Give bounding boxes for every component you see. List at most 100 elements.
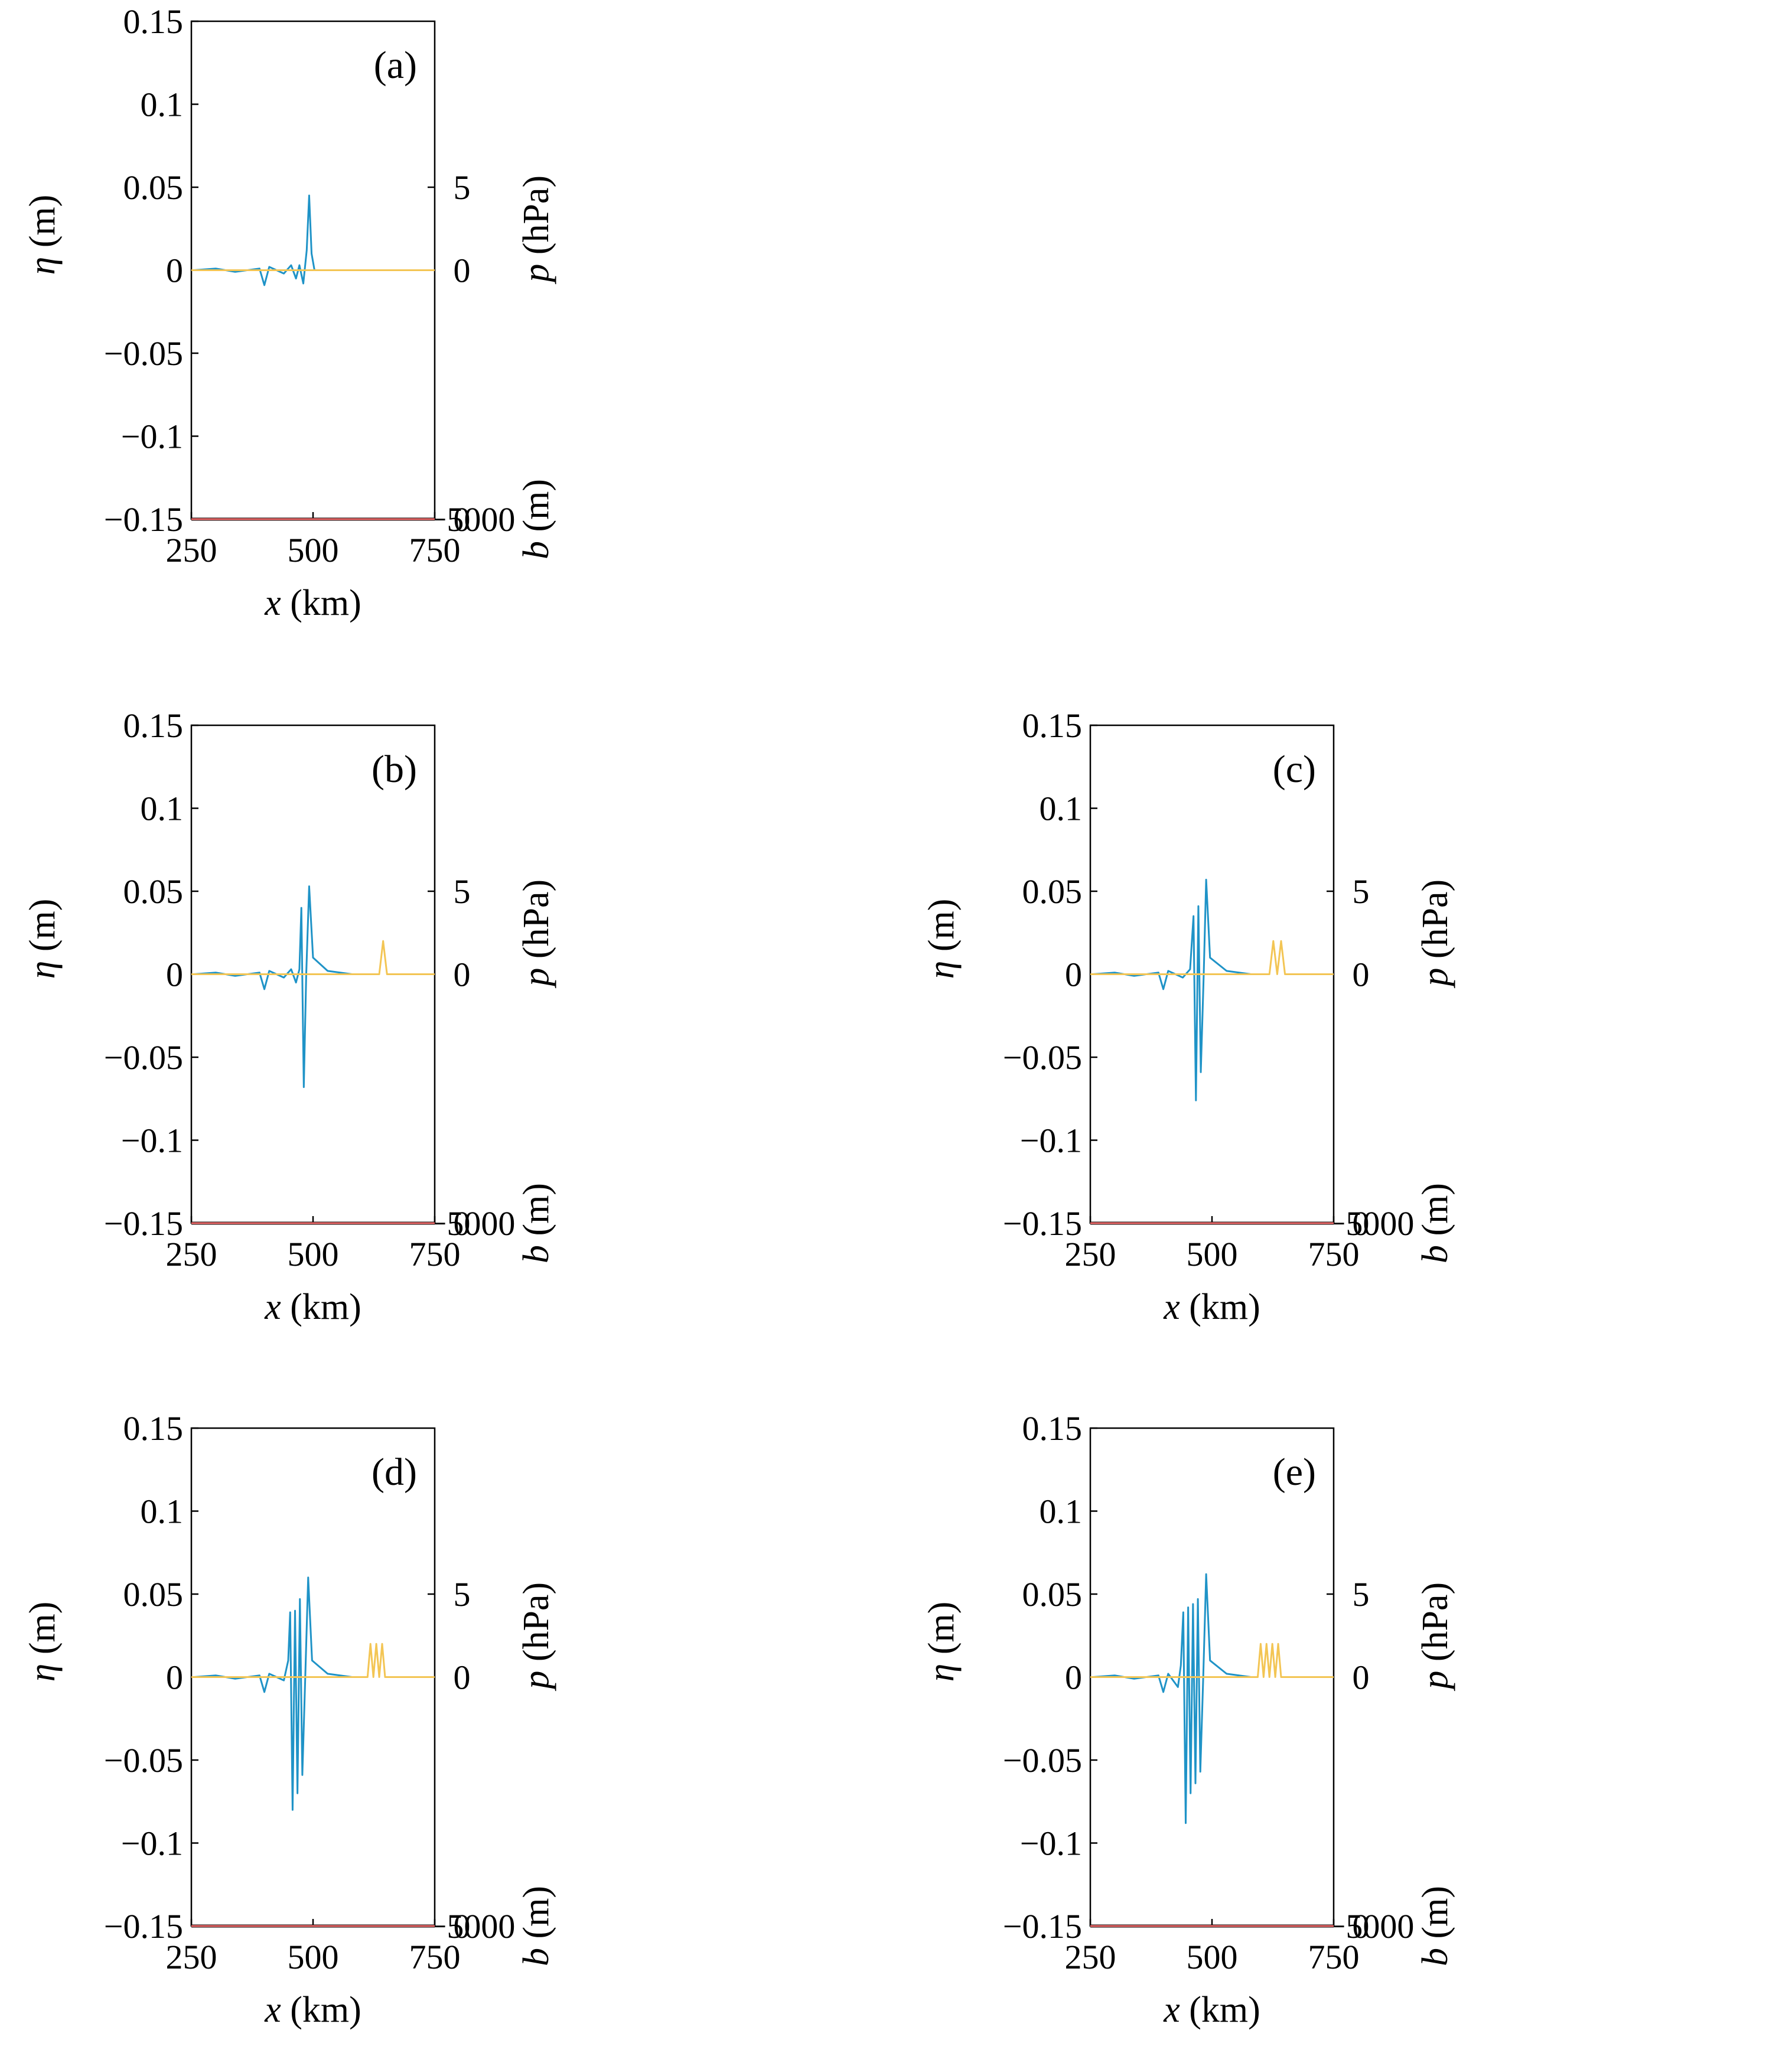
eta-tick-label: 0	[166, 956, 183, 994]
eta-line	[1093, 1573, 1252, 1824]
eta-tick-label: 0.15	[1022, 706, 1083, 745]
eta-tick-label: 0	[1065, 956, 1082, 994]
eta-tick-label: 0	[166, 252, 183, 290]
x-tick-label: 750	[409, 1235, 461, 1273]
pressure-line	[1090, 1643, 1334, 1678]
panel-label: (e)	[1273, 1451, 1316, 1494]
p-axis-label: p (hPa)	[516, 879, 556, 989]
x-tick-label: 250	[166, 531, 217, 569]
eta-tick-label: −0.15	[104, 500, 183, 539]
panel-label: (d)	[372, 1451, 417, 1494]
p-tick-label: 5	[454, 1575, 471, 1614]
p-axis-label: p (hPa)	[516, 175, 556, 285]
x-tick-label: 750	[409, 1938, 461, 1976]
eta-tick-label: 0.15	[123, 706, 184, 745]
panel-label: (b)	[372, 748, 417, 791]
p-tick-label: 0	[454, 1658, 471, 1697]
eta-axis-label: η (m)	[22, 899, 63, 979]
p-tick-label: 0	[454, 252, 471, 290]
p-tick-label: 5	[1353, 1575, 1370, 1614]
b-tick-label: 0	[454, 1204, 471, 1243]
eta-axis-label: η (m)	[921, 899, 962, 979]
eta-tick-label: −0.05	[1003, 1038, 1082, 1077]
eta-tick-label: −0.05	[104, 1741, 183, 1780]
eta-tick-label: 0.05	[1022, 872, 1083, 911]
eta-axis-label: η (m)	[921, 1602, 962, 1682]
eta-tick-label: 0.05	[123, 872, 184, 911]
b-axis-label: b (m)	[516, 479, 556, 559]
eta-line	[194, 885, 353, 1089]
eta-tick-label: −0.05	[1003, 1741, 1082, 1780]
eta-tick-label: −0.1	[121, 418, 183, 456]
pressure-line	[1090, 940, 1334, 975]
panel-label: (c)	[1273, 748, 1316, 791]
b-tick-label: −5000	[428, 1204, 516, 1243]
p-tick-label: 5	[1353, 872, 1370, 911]
b-tick-label: 0	[1353, 1907, 1370, 1946]
eta-line	[194, 194, 315, 286]
eta-tick-label: 0.1	[141, 790, 184, 828]
eta-tick-label: 0.05	[1022, 1575, 1083, 1614]
b-tick-label: −5000	[428, 500, 516, 539]
eta-tick-label: 0	[1065, 1658, 1082, 1697]
eta-tick-label: −0.15	[104, 1204, 183, 1243]
p-tick-label: 0	[1353, 956, 1370, 994]
p-axis-label: p (hPa)	[516, 1582, 556, 1692]
b-axis-label: b (m)	[1415, 1886, 1455, 1966]
b-tick-label: −5000	[1327, 1204, 1415, 1243]
x-tick-label: 250	[166, 1235, 217, 1273]
x-axis-label: x (km)	[264, 1287, 361, 1327]
p-tick-label: 5	[454, 872, 471, 911]
eta-tick-label: 0.1	[1040, 1493, 1083, 1531]
b-tick-label: −5000	[428, 1907, 516, 1946]
eta-tick-label: 0	[166, 1658, 183, 1697]
eta-tick-label: −0.05	[104, 334, 183, 373]
eta-tick-label: 0.1	[141, 1493, 184, 1531]
p-axis-label: p (hPa)	[1415, 1582, 1455, 1692]
eta-tick-label: −0.1	[1020, 1824, 1082, 1863]
p-tick-label: 0	[454, 956, 471, 994]
x-tick-label: 500	[1187, 1235, 1238, 1273]
eta-tick-label: −0.15	[1003, 1204, 1082, 1243]
x-axis-label: x (km)	[1163, 1287, 1260, 1327]
eta-tick-label: −0.05	[104, 1038, 183, 1077]
b-tick-label: 0	[454, 1907, 471, 1946]
b-axis-label: b (m)	[1415, 1183, 1455, 1263]
pressure-line	[191, 1643, 435, 1678]
b-tick-label: −5000	[1327, 1907, 1415, 1946]
x-axis-label: x (km)	[1163, 1990, 1260, 2030]
x-axis-label: x (km)	[264, 1990, 361, 2030]
eta-tick-label: 0.15	[123, 2, 184, 41]
x-tick-label: 500	[288, 531, 339, 569]
b-tick-label: 0	[1353, 1204, 1370, 1243]
x-tick-label: 750	[409, 531, 461, 569]
p-axis-label: p (hPa)	[1415, 879, 1455, 989]
eta-line	[194, 1576, 353, 1811]
eta-axis-label: η (m)	[22, 195, 63, 275]
panel-label: (a)	[374, 44, 417, 87]
b-tick-label: 0	[454, 500, 471, 539]
x-tick-label: 250	[1065, 1938, 1116, 1976]
x-tick-label: 750	[1308, 1938, 1360, 1976]
eta-line	[1093, 878, 1252, 1102]
eta-axis-label: η (m)	[22, 1602, 63, 1682]
eta-tick-label: −0.1	[121, 1824, 183, 1863]
eta-tick-label: 0.15	[123, 1409, 184, 1448]
pressure-line	[191, 940, 435, 975]
eta-tick-label: 0.05	[123, 168, 184, 207]
b-axis-label: b (m)	[516, 1886, 556, 1966]
p-tick-label: 0	[1353, 1658, 1370, 1697]
x-tick-label: 250	[1065, 1235, 1116, 1273]
b-axis-label: b (m)	[516, 1183, 556, 1263]
eta-tick-label: −0.1	[121, 1122, 183, 1160]
eta-tick-label: −0.1	[1020, 1122, 1082, 1160]
eta-tick-label: −0.15	[1003, 1907, 1082, 1946]
x-tick-label: 250	[166, 1938, 217, 1976]
p-tick-label: 5	[454, 168, 471, 207]
